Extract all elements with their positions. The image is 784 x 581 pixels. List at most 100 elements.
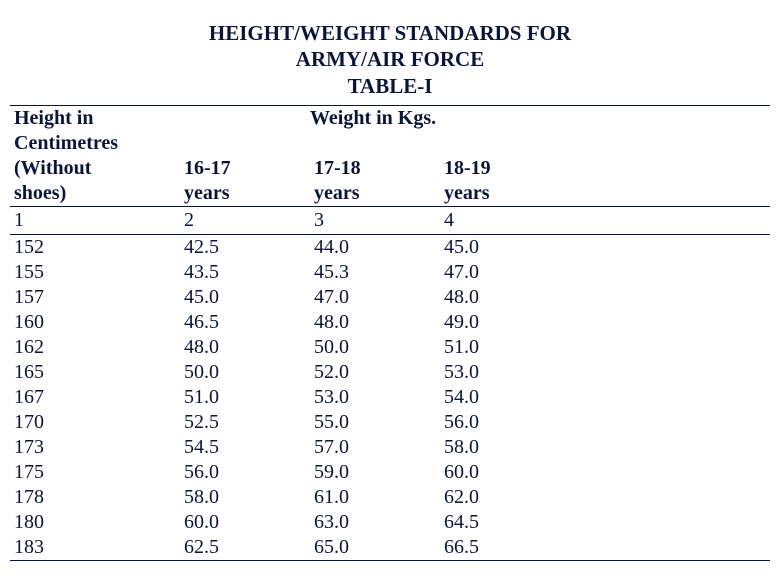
cell-pad — [570, 510, 770, 535]
table-header: Height in Weight in Kgs. Centimetres (Wi… — [10, 105, 770, 234]
cell-height: 160 — [10, 310, 180, 335]
cell-height: 178 — [10, 485, 180, 510]
cell-age3: 45.0 — [440, 234, 570, 260]
cell-age3: 62.0 — [440, 485, 570, 510]
cell-age1: 52.5 — [180, 410, 310, 435]
table-row: 16751.053.054.0 — [10, 385, 770, 410]
cell-height: 180 — [10, 510, 180, 535]
cell-pad — [570, 435, 770, 460]
standards-table-container: HEIGHT/WEIGHT STANDARDS FOR ARMY/AIR FOR… — [10, 20, 770, 561]
header-height-l1: Height in — [10, 105, 180, 131]
table-row: 16550.052.053.0 — [10, 360, 770, 385]
cell-age3: 58.0 — [440, 435, 570, 460]
standards-table: Height in Weight in Kgs. Centimetres (Wi… — [10, 105, 770, 561]
cell-pad — [570, 234, 770, 260]
cell-age1: 45.0 — [180, 285, 310, 310]
cell-age1: 48.0 — [180, 335, 310, 360]
cell-age2: 50.0 — [310, 335, 440, 360]
header-age3-l1: 18-19 — [440, 156, 570, 181]
cell-age1: 43.5 — [180, 260, 310, 285]
cell-age1: 51.0 — [180, 385, 310, 410]
header-weight: Weight in Kgs. — [180, 105, 770, 131]
cell-pad — [570, 260, 770, 285]
title-line-3: TABLE-I — [10, 73, 770, 99]
cell-height: 175 — [10, 460, 180, 485]
cell-age2: 61.0 — [310, 485, 440, 510]
header-age1-l2: years — [180, 181, 310, 207]
header-height-l3: (Without — [10, 156, 180, 181]
table-row: 17556.059.060.0 — [10, 460, 770, 485]
cell-pad — [570, 385, 770, 410]
cell-age3: 49.0 — [440, 310, 570, 335]
cell-height: 152 — [10, 234, 180, 260]
cell-height: 167 — [10, 385, 180, 410]
table-row: 17052.555.056.0 — [10, 410, 770, 435]
cell-pad — [570, 335, 770, 360]
cell-height: 173 — [10, 435, 180, 460]
cell-age3: 48.0 — [440, 285, 570, 310]
index-col-2: 2 — [180, 206, 310, 234]
cell-age2: 55.0 — [310, 410, 440, 435]
cell-age3: 51.0 — [440, 335, 570, 360]
cell-age3: 66.5 — [440, 535, 570, 561]
cell-age1: 58.0 — [180, 485, 310, 510]
cell-age2: 48.0 — [310, 310, 440, 335]
cell-age2: 59.0 — [310, 460, 440, 485]
cell-height: 183 — [10, 535, 180, 561]
header-age3-l2: years — [440, 181, 570, 207]
header-age1-l1: 16-17 — [180, 156, 310, 181]
cell-age3: 47.0 — [440, 260, 570, 285]
cell-age1: 46.5 — [180, 310, 310, 335]
cell-age2: 44.0 — [310, 234, 440, 260]
cell-age1: 50.0 — [180, 360, 310, 385]
cell-age2: 47.0 — [310, 285, 440, 310]
cell-age2: 53.0 — [310, 385, 440, 410]
header-age2-l1: 17-18 — [310, 156, 440, 181]
cell-age2: 52.0 — [310, 360, 440, 385]
cell-age3: 64.5 — [440, 510, 570, 535]
header-age2-l2: years — [310, 181, 440, 207]
cell-height: 165 — [10, 360, 180, 385]
header-height-l2: Centimetres — [10, 131, 180, 156]
table-row: 18060.063.064.5 — [10, 510, 770, 535]
cell-age2: 65.0 — [310, 535, 440, 561]
table-title: HEIGHT/WEIGHT STANDARDS FOR ARMY/AIR FOR… — [10, 20, 770, 99]
table-row: 16248.050.051.0 — [10, 335, 770, 360]
cell-height: 157 — [10, 285, 180, 310]
cell-age2: 45.3 — [310, 260, 440, 285]
title-line-2: ARMY/AIR FORCE — [10, 46, 770, 72]
table-row: 17858.061.062.0 — [10, 485, 770, 510]
title-line-1: HEIGHT/WEIGHT STANDARDS FOR — [10, 20, 770, 46]
index-col-1: 1 — [10, 206, 180, 234]
cell-pad — [570, 360, 770, 385]
cell-pad — [570, 310, 770, 335]
cell-pad — [570, 535, 770, 561]
table-body: 15242.544.045.015543.545.347.015745.047.… — [10, 234, 770, 560]
cell-height: 155 — [10, 260, 180, 285]
table-row: 17354.557.058.0 — [10, 435, 770, 460]
cell-pad — [570, 460, 770, 485]
cell-age3: 53.0 — [440, 360, 570, 385]
index-col-4: 4 — [440, 206, 570, 234]
header-height-l4: shoes) — [10, 181, 180, 207]
table-row: 15543.545.347.0 — [10, 260, 770, 285]
index-col-3: 3 — [310, 206, 440, 234]
table-row: 15242.544.045.0 — [10, 234, 770, 260]
cell-pad — [570, 410, 770, 435]
cell-age1: 54.5 — [180, 435, 310, 460]
cell-pad — [570, 285, 770, 310]
cell-age1: 42.5 — [180, 234, 310, 260]
table-row: 18362.565.066.5 — [10, 535, 770, 561]
cell-age1: 62.5 — [180, 535, 310, 561]
cell-age2: 57.0 — [310, 435, 440, 460]
cell-age3: 54.0 — [440, 385, 570, 410]
cell-age1: 60.0 — [180, 510, 310, 535]
cell-pad — [570, 485, 770, 510]
table-row: 15745.047.048.0 — [10, 285, 770, 310]
cell-age3: 60.0 — [440, 460, 570, 485]
cell-age1: 56.0 — [180, 460, 310, 485]
cell-age3: 56.0 — [440, 410, 570, 435]
table-row: 16046.548.049.0 — [10, 310, 770, 335]
cell-height: 170 — [10, 410, 180, 435]
cell-age2: 63.0 — [310, 510, 440, 535]
